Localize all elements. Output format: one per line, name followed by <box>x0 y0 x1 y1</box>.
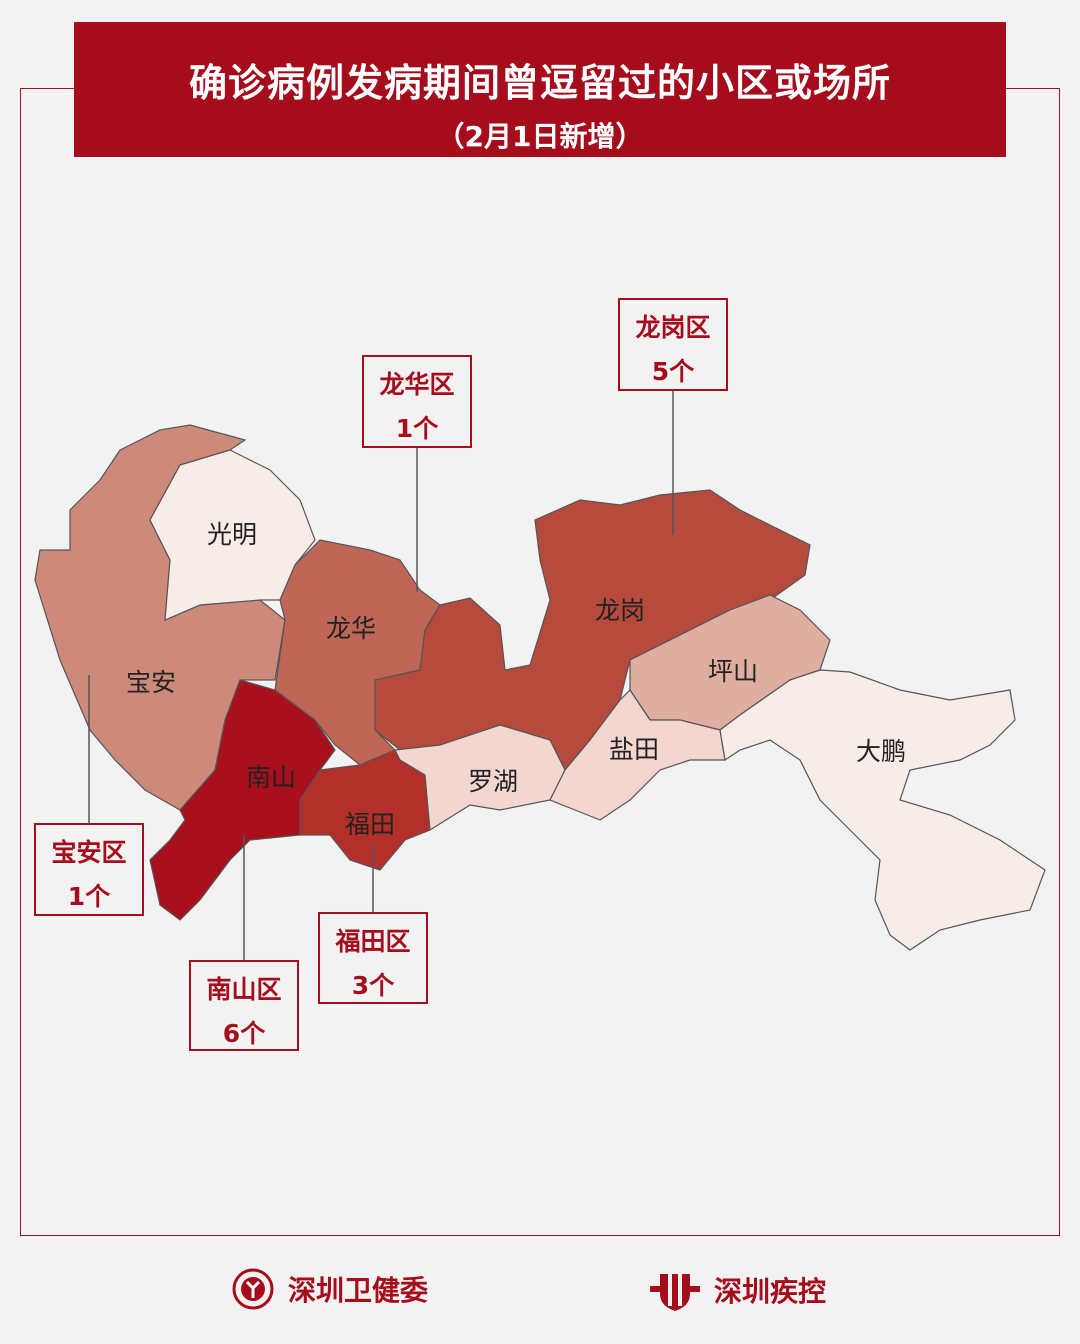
district-label-guangming: 光明 <box>207 520 258 549</box>
shenzhen-health-commission-emblem-icon <box>232 1268 274 1310</box>
district-label-yantian: 盐田 <box>609 735 660 764</box>
footer-right-logo: 深圳疾控 <box>650 1268 826 1312</box>
footer-left-text: 深圳卫健委 <box>288 1274 429 1307</box>
title-banner: 确诊病例发病期间曾逗留过的小区或场所 （2月1日新增） <box>74 22 1006 157</box>
shenzhen-cdc-logo-icon <box>650 1274 700 1311</box>
district-label-futian: 福田 <box>345 810 396 839</box>
district-nanshan <box>149 679 336 921</box>
callout-longgang: 龙岗区 5个 <box>618 298 728 391</box>
district-label-nanshan: 南山 <box>246 763 297 792</box>
district-dapeng <box>719 669 1046 951</box>
page-subtitle: （2月1日新增） <box>436 120 644 153</box>
district-luohu <box>394 724 566 832</box>
district-label-dapeng: 大鹏 <box>856 737 907 766</box>
callout-longhua: 龙华区 1个 <box>362 355 472 448</box>
district-label-longgang: 龙岗 <box>595 596 646 625</box>
district-label-luohu: 罗湖 <box>468 767 519 796</box>
callout-baoan: 宝安区 1个 <box>34 823 144 916</box>
callout-futian: 福田区 3个 <box>318 912 428 1004</box>
district-label-baoan: 宝安 <box>126 668 177 697</box>
callout-nanshan: 南山区 6个 <box>189 960 299 1051</box>
district-label-longhua: 龙华 <box>326 614 377 643</box>
district-label-pingshan: 坪山 <box>708 657 759 686</box>
footer-right-text: 深圳疾控 <box>714 1275 827 1308</box>
page-title: 确诊病例发病期间曾逗留过的小区或场所 <box>188 61 891 105</box>
footer-left-logo: 深圳卫健委 <box>232 1268 428 1310</box>
